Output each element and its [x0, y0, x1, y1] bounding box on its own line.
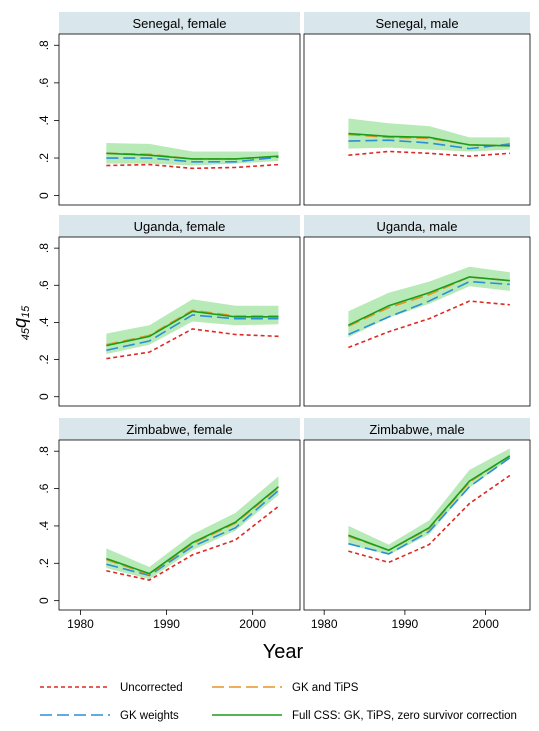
series-line	[106, 486, 279, 575]
y-axis-label-main: q	[10, 318, 30, 328]
series-line	[106, 163, 279, 170]
panel-title: Uganda, male	[377, 219, 458, 234]
confidence-band	[348, 448, 510, 555]
panel-header	[59, 215, 300, 237]
panel: Senegal, male	[303, 12, 531, 206]
x-axis-label: Year	[263, 641, 304, 663]
panels-layer: Senegal, female Senegal, male Uganda, fema…	[58, 12, 531, 611]
plot-area	[58, 33, 301, 206]
panel: Zimbabwe, male	[303, 418, 531, 611]
plot-area	[58, 439, 301, 611]
legend-label: GK weights	[120, 710, 179, 722]
panel: Senegal, female	[58, 12, 301, 206]
x-tick-label: 1980	[311, 617, 338, 631]
y-tick-label: .6	[37, 280, 51, 290]
legend-label: Full CSS: GK, TiPS, zero survivor correc…	[292, 710, 517, 722]
confidence-band	[348, 266, 510, 338]
legend-label: Uncorrected	[120, 682, 183, 694]
series-line	[348, 139, 510, 150]
series-line	[106, 309, 279, 346]
y-axis-label: 45q15	[10, 305, 32, 340]
panel-title: Zimbabwe, female	[126, 422, 232, 437]
y-axis-label-sub-post: 15	[20, 305, 32, 318]
panel-header	[59, 418, 300, 440]
plot-area	[303, 33, 531, 206]
y-tick-label: .2	[37, 354, 51, 364]
axes-layer: 0 .2 .4 .6 .8 0 .2 .4 .6 .8 0 .2 .4 .6 .8 1980 1990 2000 1…	[37, 40, 499, 631]
y-tick-label: .6	[37, 78, 51, 88]
y-tick-label: 0	[37, 393, 51, 400]
x-tick-label: 1990	[392, 617, 419, 631]
x-tick-label: 2000	[239, 617, 266, 631]
series-line	[348, 280, 510, 336]
series-line	[348, 132, 510, 147]
legend: Uncorrected GK and TiPS GK weights Full CSS…	[40, 682, 517, 722]
panel-title: Uganda, female	[134, 219, 226, 234]
panel-title: Senegal, male	[375, 16, 458, 31]
y-tick-label: 0	[37, 192, 51, 199]
series-line	[348, 276, 510, 326]
y-tick-label: .2	[37, 558, 51, 568]
y-tick-label: .8	[37, 40, 51, 50]
series-line	[348, 455, 511, 552]
series-line	[106, 314, 279, 352]
series-line	[348, 150, 510, 157]
x-tick-label: 1980	[67, 617, 94, 631]
panel: Zimbabwe, female	[58, 418, 301, 611]
y-tick-label: .8	[37, 446, 51, 456]
y-tick-label: .2	[37, 153, 51, 163]
y-tick-label: .8	[37, 243, 51, 253]
plot-area	[303, 236, 531, 407]
series-line	[106, 156, 279, 163]
y-tick-label: .6	[37, 483, 51, 493]
confidence-band	[106, 142, 279, 166]
series-line	[106, 152, 279, 160]
y-axis-label-sub-pre: 45	[20, 327, 32, 340]
y-tick-label: .4	[37, 115, 51, 125]
panel-header	[304, 12, 530, 34]
series-line	[348, 457, 511, 555]
panel-title: Senegal, female	[133, 16, 227, 31]
panel-header	[304, 418, 530, 440]
panel-header	[59, 12, 300, 34]
panel-title: Zimbabwe, male	[369, 422, 464, 437]
series-line	[106, 505, 279, 581]
series-line	[106, 310, 279, 347]
x-tick-label: 1990	[153, 617, 180, 631]
confidence-band	[348, 118, 510, 152]
series-line	[348, 300, 510, 349]
y-tick-label: .4	[37, 317, 51, 327]
x-tick-label: 2000	[472, 617, 499, 631]
series-line	[348, 474, 511, 564]
panel-header	[304, 215, 530, 237]
y-tick-label: 0	[37, 597, 51, 604]
series-line	[106, 489, 280, 577]
legend-label: GK and TiPS	[292, 682, 359, 694]
y-tick-label: .4	[37, 521, 51, 531]
panel: Uganda, female	[58, 215, 301, 407]
panel: Uganda, male	[303, 215, 531, 407]
series-line	[348, 133, 510, 147]
series-line	[106, 328, 279, 360]
